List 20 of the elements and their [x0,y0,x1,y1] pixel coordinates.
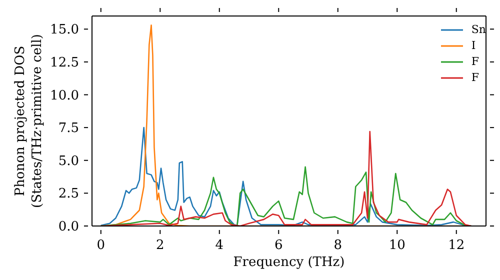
legend-label: Sn [471,22,486,38]
x-tick-label: 12 [448,238,465,253]
x-tick-label: 0 [96,238,106,253]
legend-label: F [471,70,480,86]
y-tick-label: 2.5 [58,186,79,202]
y-tick-label: 0.0 [58,220,79,234]
legend-label: F [471,54,480,70]
y-tick-label: 7.5 [58,121,79,136]
x-tick-label: 2 [156,238,164,253]
y-tick-label: 10.0 [50,88,79,104]
legend-label: I [471,38,476,54]
x-tick-label: 4 [215,238,224,253]
y-tick-label: 12.5 [50,55,79,70]
y-tick-label: 5.0 [58,154,79,169]
x-tick-label: 6 [274,238,283,253]
y-tick-label: 15.0 [50,22,79,38]
x-axis-title: Frequency (THz) [233,255,345,270]
y-axis-title: Phonon projected DOS (States/THz·primitive cell) [13,34,45,208]
x-tick-label: 10 [388,238,406,253]
x-tick-label: 8 [334,238,342,253]
